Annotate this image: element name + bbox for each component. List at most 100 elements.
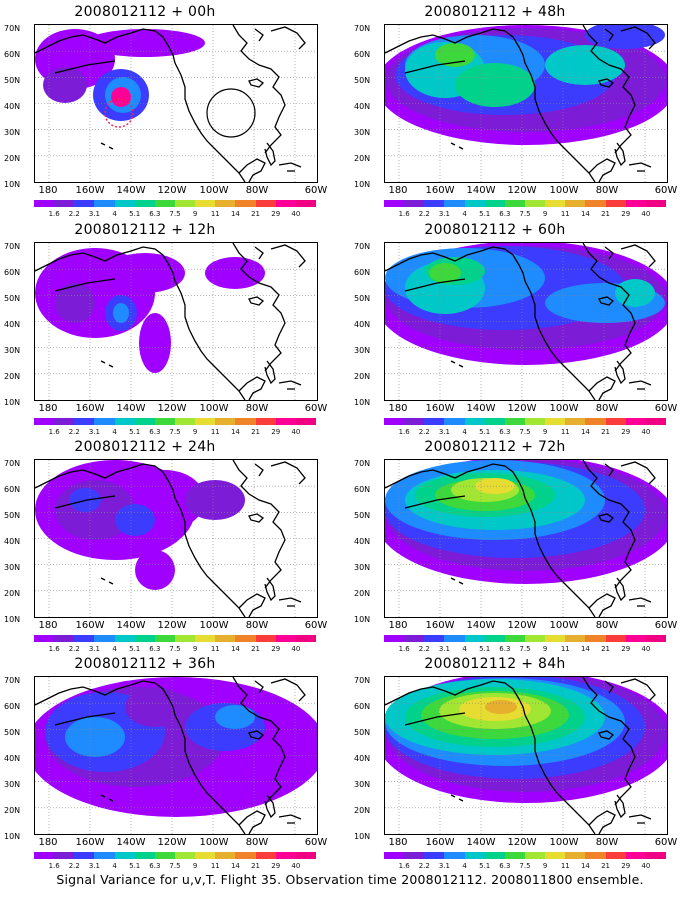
- colorbar: [384, 200, 666, 207]
- colorbar-label: 1.6: [398, 862, 410, 870]
- coastline: [385, 680, 596, 834]
- colorbar-swatch: [384, 200, 405, 207]
- figure-caption: Signal Variance for u,v,T. Flight 35. Ob…: [56, 872, 644, 887]
- colorbar-label: 11: [560, 862, 570, 870]
- colorbar-swatch: [464, 852, 485, 859]
- longitude-label: 160W: [75, 185, 105, 196]
- colorbar-label: 9: [192, 862, 198, 870]
- coastline: [35, 28, 246, 182]
- latitude-label: 20N: [4, 372, 21, 381]
- colorbar-swatch: [235, 200, 256, 207]
- longitude-label: 80W: [595, 403, 619, 414]
- coastline: [404, 278, 466, 292]
- coastline: [108, 146, 114, 150]
- panel-title: 2008012112 + 00h: [74, 4, 216, 20]
- coastline: [254, 246, 264, 260]
- latitude-label: 10N: [4, 615, 21, 624]
- latitude-label: 60N: [4, 268, 21, 277]
- colorbar-swatch: [404, 635, 425, 642]
- coastline: [614, 794, 626, 819]
- colorbar-swatch: [195, 852, 216, 859]
- longitude-label: 120W: [157, 185, 187, 196]
- latitude-label: 60N: [354, 702, 371, 711]
- coastline: [238, 376, 266, 400]
- colorbar-label: 3.1: [88, 428, 100, 436]
- longitude-label: 120W: [507, 620, 537, 631]
- colorbar-label: 4: [462, 428, 467, 436]
- colorbar: [34, 418, 316, 425]
- colorbar-swatch: [215, 852, 236, 859]
- colorbar-swatch: [235, 852, 256, 859]
- coastline: [404, 60, 466, 74]
- colorbar-label: 4: [462, 645, 467, 653]
- colorbar-swatch: [645, 852, 666, 859]
- colorbar-swatch: [545, 635, 566, 642]
- latitude-label: 50N: [354, 76, 371, 85]
- latitude-label: 20N: [4, 154, 21, 163]
- colorbar-swatch: [114, 852, 135, 859]
- colorbar-label: 7.5: [169, 645, 181, 653]
- longitude-label: 100W: [199, 620, 229, 631]
- variance-contour: [215, 705, 255, 729]
- colorbar-label: 1.6: [48, 428, 60, 436]
- map-panel: 2008012112 + 60h 70N 60N 50N 40N 30N 20N 10N 180…: [350, 220, 680, 440]
- coastline: [614, 577, 626, 602]
- colorbar-label: 11: [560, 210, 570, 218]
- longitude-label: 140W: [466, 837, 496, 848]
- colorbar-swatch: [275, 418, 296, 425]
- variance-contour: [585, 25, 665, 49]
- latitude-label: 70N: [4, 24, 21, 33]
- colorbar-label: 5.1: [479, 645, 491, 653]
- coastline: [598, 730, 615, 740]
- latitude-label: 20N: [354, 806, 371, 815]
- latitude-label: 30N: [354, 780, 371, 789]
- colorbar-swatch: [74, 200, 95, 207]
- coastline: [614, 360, 626, 385]
- longitude-label: 160W: [425, 185, 455, 196]
- longitude-label: 180: [38, 403, 58, 414]
- coastline: [248, 730, 265, 740]
- colorbar-swatch: [545, 418, 566, 425]
- latitude-label: 60N: [354, 485, 371, 494]
- colorbar-swatch: [605, 200, 626, 207]
- colorbar-swatch: [384, 635, 405, 642]
- latitude-label: 50N: [4, 294, 21, 303]
- colorbar-swatch: [524, 418, 546, 425]
- variance-contour: [55, 283, 95, 323]
- longitude-label: 120W: [507, 837, 537, 848]
- colorbar-swatch: [295, 200, 316, 207]
- latitude-label: 70N: [4, 242, 21, 251]
- colorbar: [384, 418, 666, 425]
- variance-contour: [65, 717, 125, 757]
- longitude-label: 60W: [304, 620, 328, 631]
- colorbar-swatch: [565, 200, 586, 207]
- colorbar-swatch: [34, 635, 55, 642]
- colorbar-label: 4: [112, 210, 117, 218]
- coastline: [238, 593, 266, 617]
- variance-contour: [455, 63, 535, 107]
- coastline: [54, 495, 116, 509]
- colorbar-label: 5.1: [129, 428, 141, 436]
- variance-map: [385, 677, 667, 834]
- latitude-label: 40N: [354, 320, 371, 329]
- latitude-label: 20N: [354, 372, 371, 381]
- longitude-label: 180: [388, 185, 408, 196]
- map-panel: 2008012112 + 12h 70N 60N 50N 40N 30N 20N 10N 180…: [0, 220, 330, 440]
- longitude-label: 60W: [654, 837, 678, 848]
- coastline: [254, 463, 264, 477]
- colorbar-label: 3.1: [438, 645, 450, 653]
- colorbar-swatch: [114, 200, 135, 207]
- colorbar-label: 6.3: [149, 428, 161, 436]
- flight-track-marker: [104, 98, 134, 128]
- latitude-label: 30N: [4, 346, 21, 355]
- variance-map: [385, 460, 667, 617]
- coastline: [232, 243, 286, 372]
- coastline: [582, 460, 636, 589]
- latitude-label: 40N: [4, 537, 21, 546]
- longitude-label: 180: [38, 837, 58, 848]
- latitude-label: 10N: [354, 180, 371, 189]
- latitude-label: 50N: [354, 728, 371, 737]
- colorbar-swatch: [195, 418, 216, 425]
- coastline: [604, 463, 614, 477]
- colorbar-swatch: [384, 418, 405, 425]
